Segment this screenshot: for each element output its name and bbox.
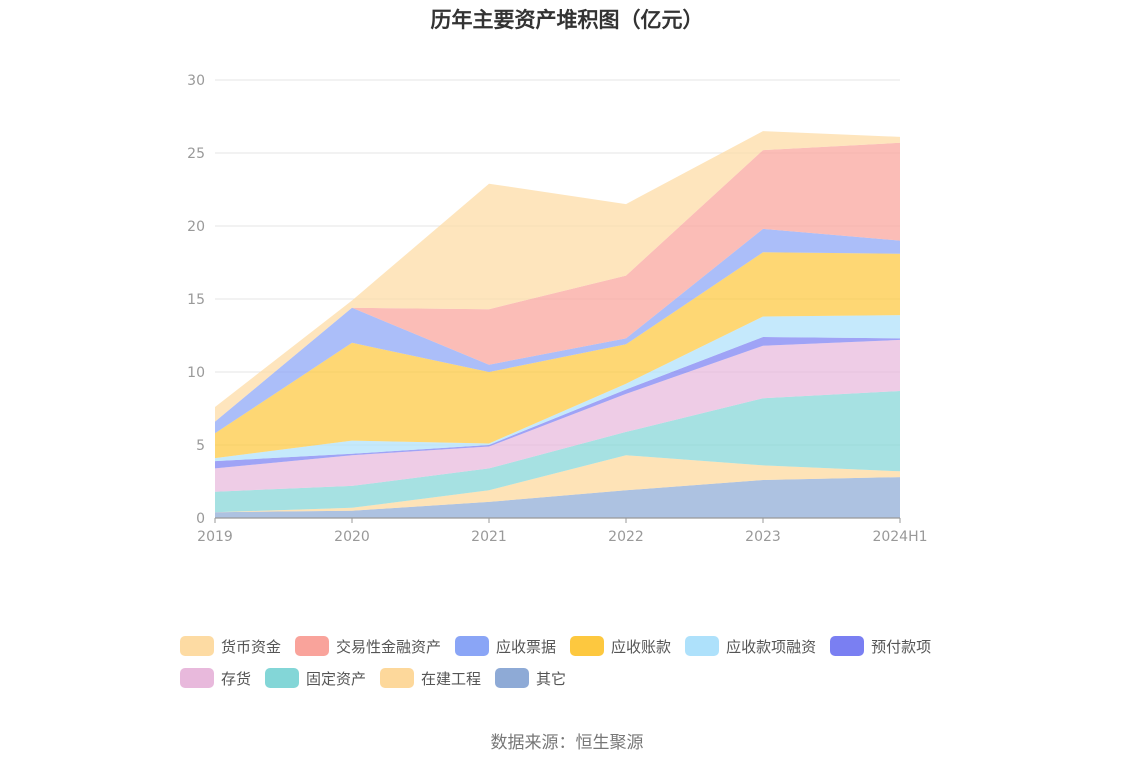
legend-item[interactable]: 存货 (180, 668, 251, 689)
legend-item[interactable]: 其它 (495, 668, 566, 689)
legend-swatch (570, 636, 605, 656)
legend-swatch (180, 668, 214, 688)
x-tick-label: 2019 (197, 529, 233, 545)
legend-swatch (380, 668, 415, 688)
area-series-5 (215, 315, 900, 462)
y-tick-label: 15 (187, 292, 205, 308)
legend-label: 应收票据 (496, 637, 557, 656)
legend: 货币资金 交易性金融资产 应收票据 应收账款 应收款项融资 预付款项存货 固定资产 在建工程 其… (180, 630, 980, 694)
legend-label: 在建工程 (421, 669, 482, 688)
area-series-group (215, 131, 900, 518)
legend-item[interactable]: 应收票据 (455, 636, 556, 657)
legend-swatch (830, 636, 865, 656)
area-series-6 (215, 252, 900, 459)
x-tick-label: 2022 (608, 529, 644, 545)
legend-swatch (295, 636, 330, 656)
area-series-7 (215, 228, 900, 434)
legend-row: 货币资金 交易性金融资产 应收票据 应收账款 应收款项融资 预付款项 (180, 630, 980, 662)
y-tick-label: 20 (187, 219, 205, 235)
legend-row: 存货 固定资产 在建工程 其它 (180, 662, 980, 694)
area-series-8 (215, 142, 900, 422)
legend-item[interactable]: 应收账款 (570, 636, 671, 657)
y-tick-label: 0 (196, 511, 205, 527)
y-tick-label: 25 (187, 146, 205, 162)
data-source-note: 数据来源：恒生聚源 (490, 733, 644, 753)
axes: 0 5 10 15 20 25 30 2019 2020 2021 2022 2023 2024H1 (187, 73, 927, 545)
area-series-9 (215, 131, 900, 422)
area-series-2 (215, 391, 900, 513)
area-series-0 (215, 477, 900, 518)
legend-label: 应收账款 (611, 637, 672, 656)
x-tick-label: 2020 (334, 529, 370, 545)
legend-label: 其它 (536, 669, 567, 688)
legend-item[interactable]: 固定资产 (265, 668, 366, 689)
legend-label: 交易性金融资产 (336, 637, 442, 656)
y-tick-label: 10 (187, 365, 205, 381)
legend-item[interactable]: 应收款项融资 (685, 636, 816, 657)
legend-swatch (495, 668, 530, 688)
legend-swatch (685, 636, 720, 656)
legend-swatch (180, 636, 214, 656)
chart-title: 历年主要资产堆积图（亿元） (430, 8, 704, 32)
legend-item[interactable]: 交易性金融资产 (295, 636, 441, 657)
area-series-1 (215, 455, 900, 513)
legend-item[interactable]: 货币资金 (180, 636, 281, 657)
y-tick-label: 5 (196, 438, 205, 454)
legend-label: 预付款项 (871, 637, 932, 656)
y-tick-label: 30 (187, 73, 205, 89)
x-tick-label: 2023 (745, 529, 781, 545)
legend-swatch (455, 636, 490, 656)
legend-label: 货币资金 (221, 637, 282, 656)
x-tick-label: 2021 (471, 529, 507, 545)
x-tick-label: 2024H1 (872, 529, 927, 545)
legend-label: 固定资产 (306, 669, 367, 688)
area-series-3 (215, 339, 900, 492)
legend-swatch (265, 668, 300, 688)
legend-item[interactable]: 在建工程 (380, 668, 481, 689)
legend-label: 存货 (221, 669, 252, 688)
legend-item[interactable]: 预付款项 (830, 636, 931, 657)
legend-label: 应收款项融资 (726, 637, 817, 656)
